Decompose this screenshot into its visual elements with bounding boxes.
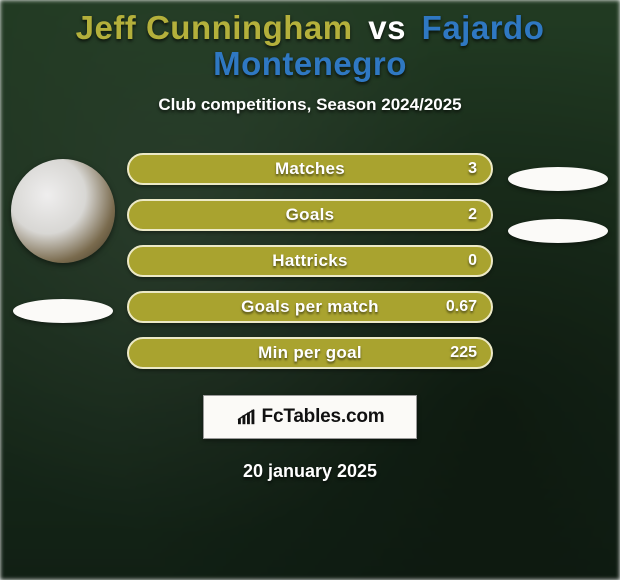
date-label: 20 january 2025 [0,461,620,482]
player1-avatar [11,159,115,263]
card-content: Jeff Cunningham vs Fajardo Montenegro Cl… [0,0,620,580]
stat-value: 225 [450,344,477,362]
vs-separator: vs [368,9,406,46]
comparison-title: Jeff Cunningham vs Fajardo Montenegro [0,6,620,89]
source-logo-box: FcTables.com [203,395,417,439]
right-side [495,153,620,243]
player2-plaque-2 [508,219,608,243]
stat-bar-goals: Goals 2 [127,199,493,231]
stat-bar-matches: Matches 3 [127,153,493,185]
player1-name-plaque [13,299,113,323]
stat-bars: Matches 3 Goals 2 Hattricks 0 Goals per … [125,153,495,369]
stat-label: Min per goal [258,343,362,363]
stat-value: 3 [468,160,477,178]
stats-grid: Matches 3 Goals 2 Hattricks 0 Goals per … [0,153,620,369]
stat-value: 2 [468,206,477,224]
stat-label: Matches [275,159,345,179]
left-side [0,153,125,323]
stat-label: Hattricks [272,251,347,271]
stat-bar-hattricks: Hattricks 0 [127,245,493,277]
bar-chart-icon [236,408,258,426]
stat-bar-min-per-goal: Min per goal 225 [127,337,493,369]
player1-name: Jeff Cunningham [76,9,353,46]
stat-label: Goals per match [241,297,379,317]
stat-value: 0.67 [446,298,477,316]
stat-bar-goals-per-match: Goals per match 0.67 [127,291,493,323]
source-logo-text: FcTables.com [262,406,385,428]
subtitle: Club competitions, Season 2024/2025 [0,95,620,115]
stat-label: Goals [286,205,335,225]
stat-value: 0 [468,252,477,270]
player2-plaque-1 [508,167,608,191]
